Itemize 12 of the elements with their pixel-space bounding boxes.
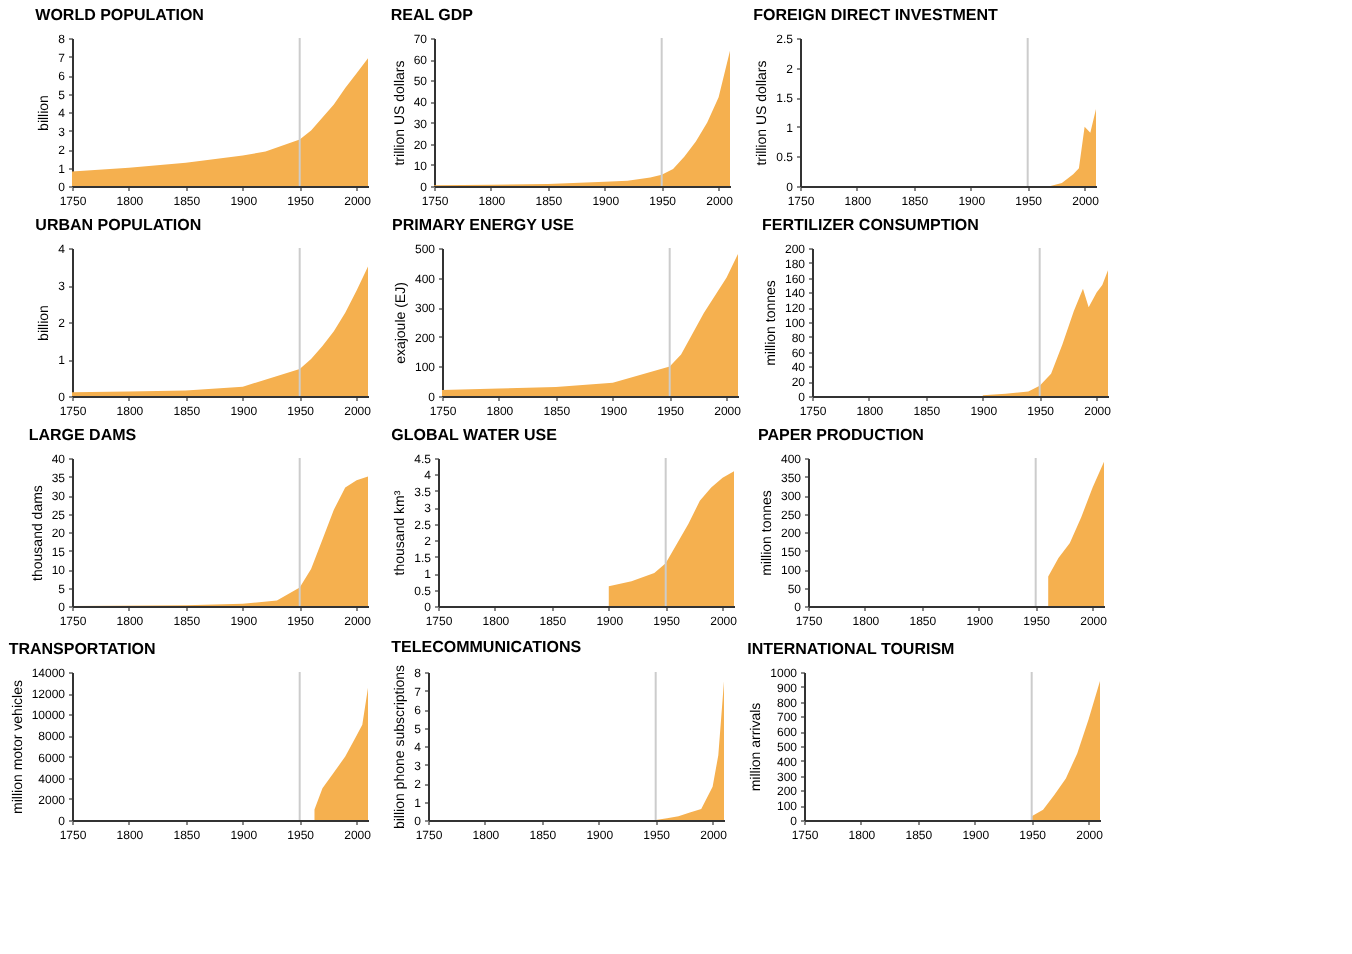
chart-title: LARGE DAMS <box>28 426 138 444</box>
chart-title: URBAN POPULATION <box>35 216 202 234</box>
chart-title: FERTILIZER CONSUMPTION <box>761 216 980 234</box>
chart-title: TRANSPORTATION <box>8 640 157 658</box>
chart-title: PRIMARY ENERGY USE <box>391 216 576 234</box>
chart-title: FOREIGN DIRECT INVESTMENT <box>753 6 998 24</box>
chart-title: PAPER PRODUCTION <box>757 426 925 444</box>
chart-title: GLOBAL WATER USE <box>391 426 559 444</box>
chart-title: REAL GDP <box>390 6 475 24</box>
chart-title: WORLD POPULATION <box>35 6 205 24</box>
chart-title: TELECOMMUNICATIONS <box>391 637 583 656</box>
chart-title: INTERNATIONAL TOURISM <box>747 640 956 658</box>
